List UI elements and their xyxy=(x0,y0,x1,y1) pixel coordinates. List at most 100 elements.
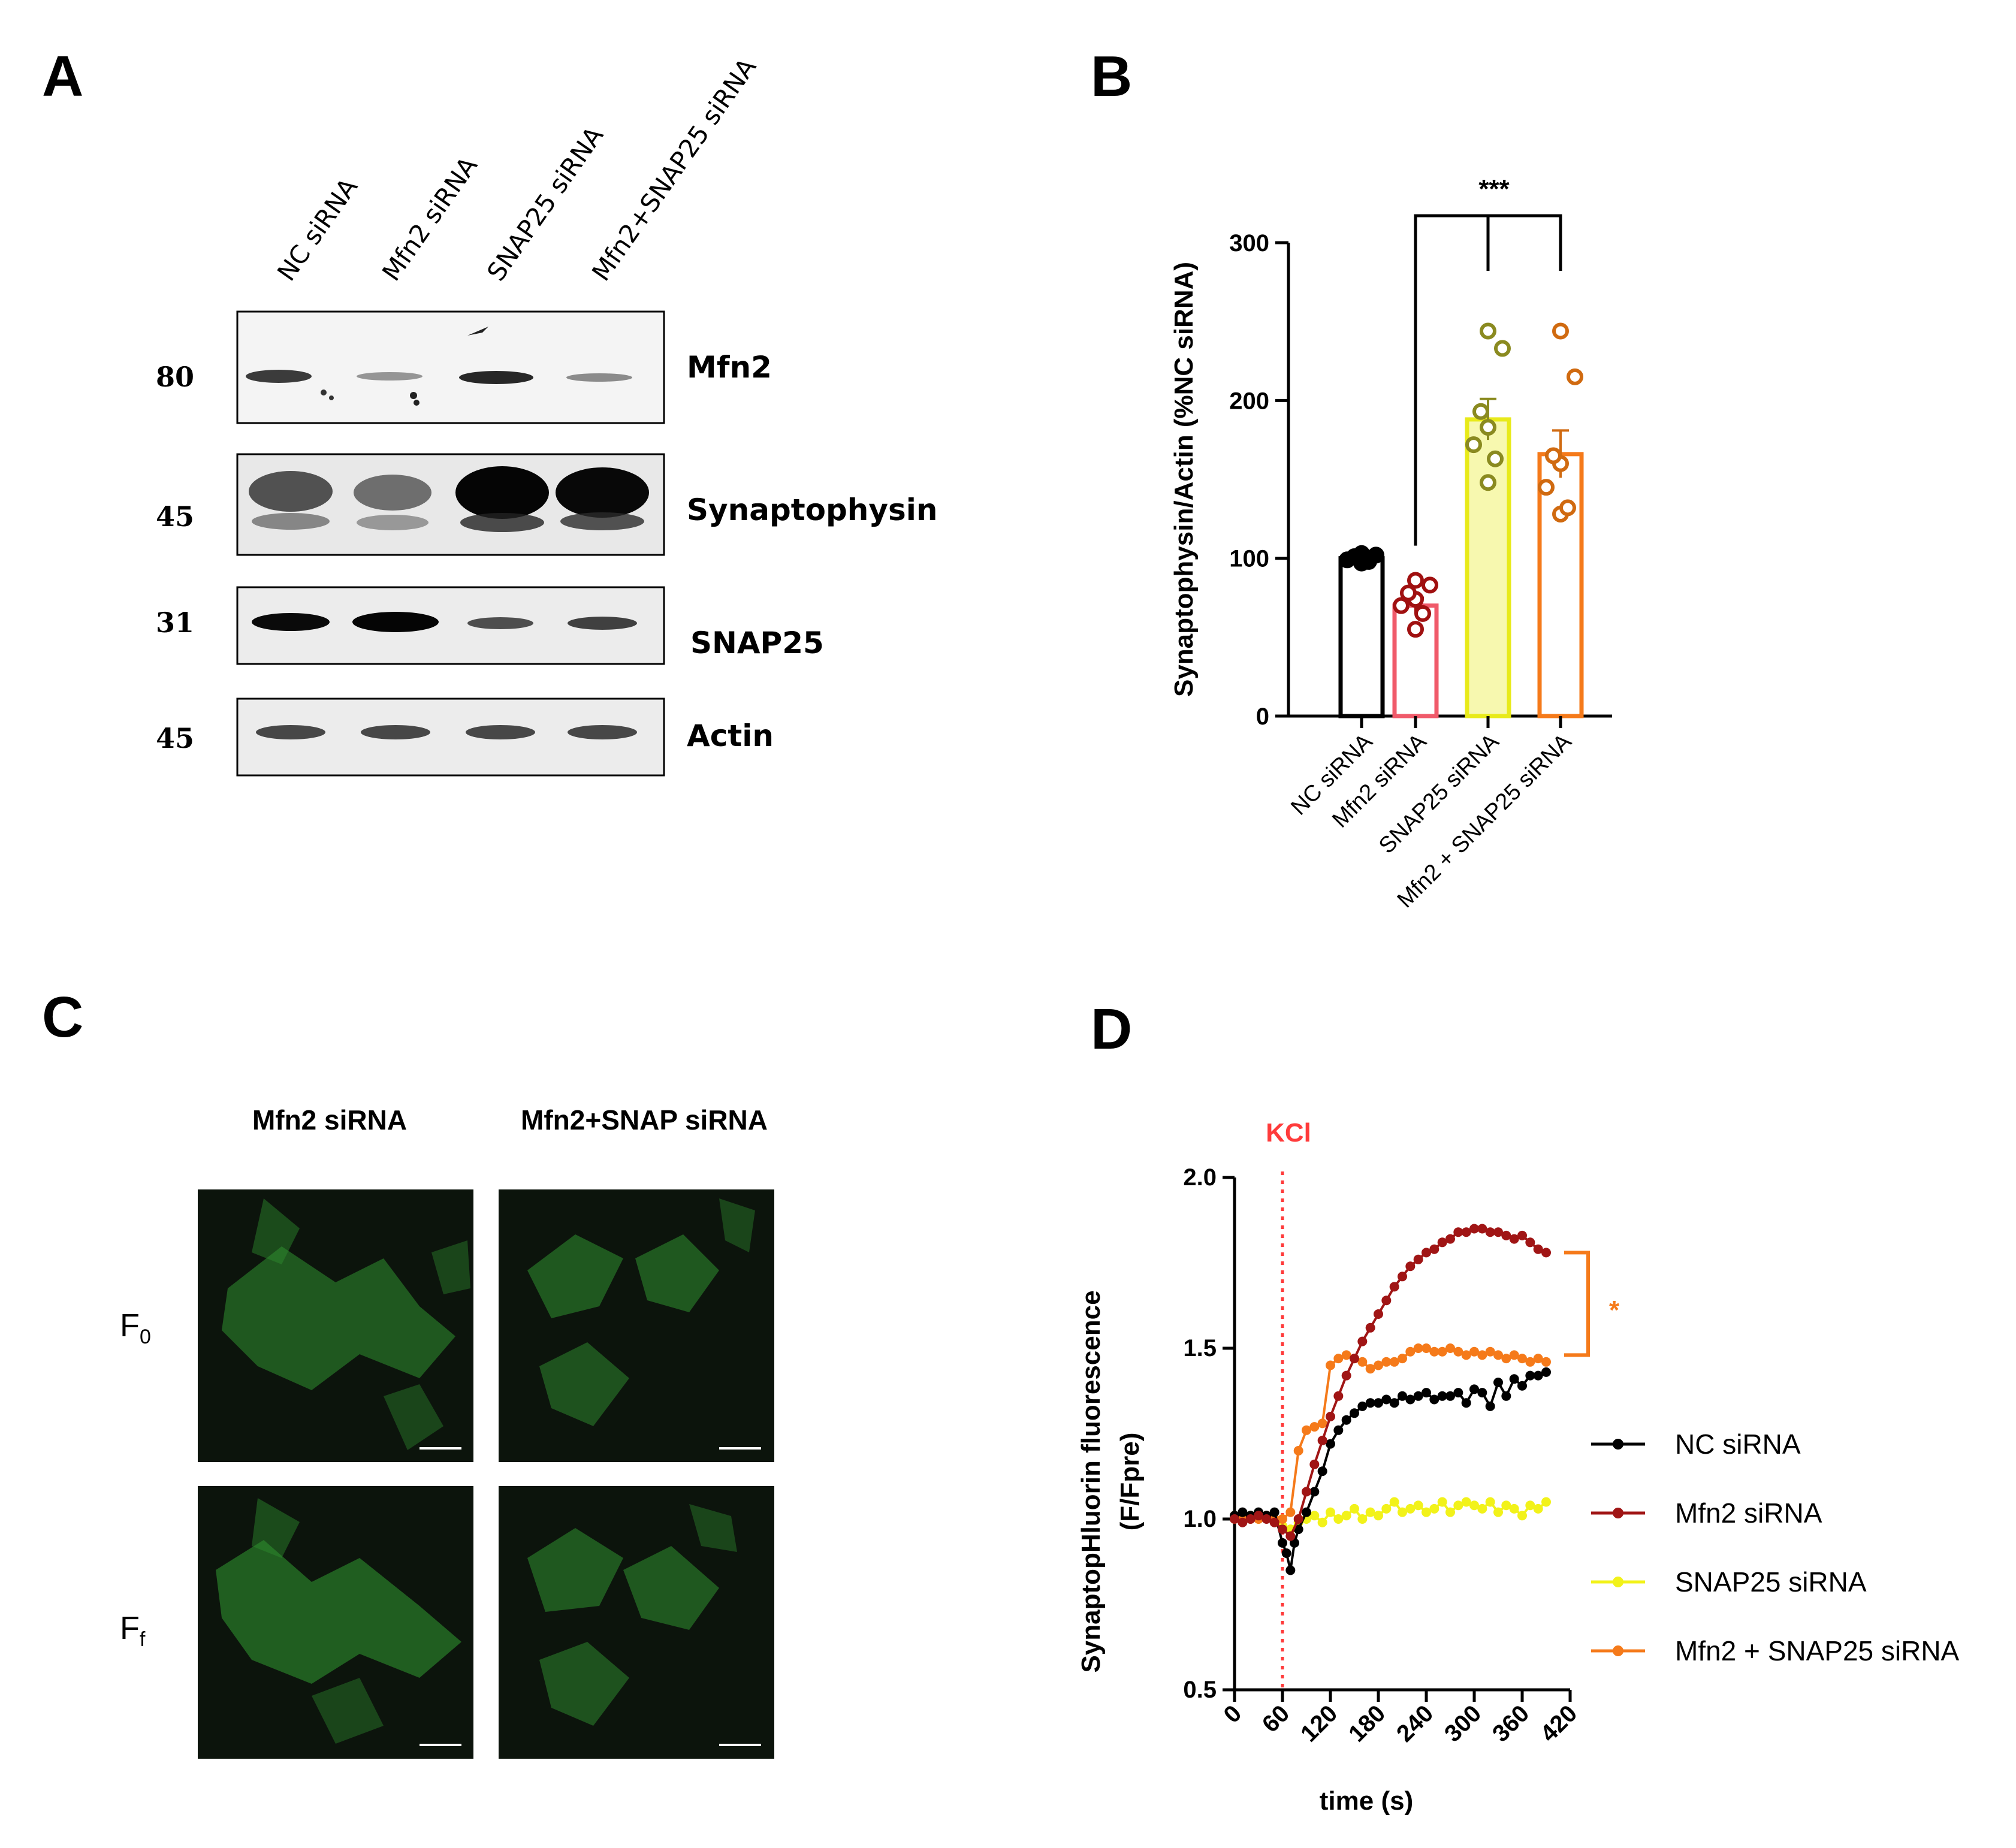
data-point xyxy=(1480,474,1496,491)
lane-label-snap25: SNAP25 siRNA xyxy=(481,121,609,286)
line-chart: KCl SynaptopHluorin fluorescence (F/Fpre… xyxy=(1076,1118,1960,1816)
series-point xyxy=(1285,1565,1296,1575)
series-point xyxy=(1285,1507,1296,1517)
series-point xyxy=(1398,1507,1407,1517)
series-point xyxy=(1422,1343,1431,1353)
series-point xyxy=(1350,1354,1359,1364)
legend-marker xyxy=(1613,1645,1623,1656)
data-point xyxy=(1368,546,1384,564)
series-point xyxy=(1469,1384,1479,1394)
series-point xyxy=(1365,1398,1375,1408)
series-point xyxy=(1326,1412,1335,1421)
series-point xyxy=(1437,1391,1447,1401)
series-point xyxy=(1477,1503,1487,1514)
series-point xyxy=(1405,1394,1416,1405)
series-point xyxy=(1326,1507,1335,1517)
data-point xyxy=(1414,605,1431,622)
series-point xyxy=(1309,1487,1320,1497)
series-point xyxy=(1357,1357,1368,1367)
legend-marker xyxy=(1613,1508,1623,1518)
series-point xyxy=(1422,1388,1431,1398)
series-point xyxy=(1326,1439,1335,1449)
series-point xyxy=(1422,1507,1431,1517)
series-point xyxy=(1230,1514,1239,1524)
series-point xyxy=(1485,1227,1495,1237)
series-point xyxy=(1493,1350,1503,1360)
data-point xyxy=(1407,572,1424,589)
series-point xyxy=(1429,1346,1439,1357)
series-point xyxy=(1437,1346,1447,1357)
series-point xyxy=(1238,1517,1248,1527)
series-point xyxy=(1261,1514,1272,1524)
series-point xyxy=(1374,1360,1383,1370)
blot-strip-synaptophysin xyxy=(236,453,665,556)
series-point xyxy=(1269,1517,1279,1527)
series-point xyxy=(1357,1401,1368,1411)
line-chart-x-tick-label: 60 xyxy=(1257,1700,1295,1738)
series-point xyxy=(1453,1388,1463,1398)
mw-label-actin: 45 xyxy=(156,722,194,754)
data-point xyxy=(1494,340,1511,357)
micro-row-label-f0: F0 xyxy=(120,1308,151,1348)
series-point xyxy=(1541,1367,1551,1377)
micrograph-mfn2-f0 xyxy=(198,1189,473,1462)
series-point xyxy=(1429,1394,1439,1405)
series-point xyxy=(1245,1514,1256,1524)
series-point xyxy=(1333,1425,1344,1435)
panel-label-b: B xyxy=(1091,44,1132,108)
series-point xyxy=(1341,1350,1351,1360)
series-point xyxy=(1501,1354,1511,1364)
series-point xyxy=(1302,1487,1311,1497)
data-point xyxy=(1472,403,1489,420)
band-snap25-snap25 xyxy=(467,617,533,629)
mw-label-snap25: 31 xyxy=(156,606,194,639)
series-point xyxy=(1461,1350,1471,1360)
series-point xyxy=(1278,1538,1287,1548)
blot-strip-snap25 xyxy=(236,586,665,665)
micro-row-label-ff: Ff xyxy=(120,1610,146,1651)
line-chart-y-label: SynaptopHluorin fluorescence xyxy=(1076,1290,1106,1672)
series-point xyxy=(1517,1511,1527,1521)
bar-chart-y-label: Synaptophysin/Actin (%NC siRNA) xyxy=(1169,262,1199,697)
series-point xyxy=(1453,1346,1463,1357)
scale-bar xyxy=(420,1744,461,1746)
band-actin-combo xyxy=(568,725,637,739)
line-chart-x-tick-label: 0 xyxy=(1219,1700,1247,1728)
series-point xyxy=(1381,1357,1392,1367)
series-point xyxy=(1541,1357,1551,1367)
series-point xyxy=(1437,1497,1447,1507)
line-chart-y-label-units: (F/Fpre) xyxy=(1115,1433,1145,1531)
mw-label-mfn2: 80 xyxy=(156,361,194,393)
series-point xyxy=(1381,1503,1392,1514)
line-chart-x-tick-label: 300 xyxy=(1439,1700,1486,1747)
series-point xyxy=(1453,1500,1463,1511)
series-point xyxy=(1533,1370,1543,1381)
band-snap25-combo xyxy=(568,617,637,630)
series-point xyxy=(1509,1234,1519,1244)
data-point xyxy=(1545,447,1562,464)
line-chart-y-tick-label: 1.0 xyxy=(1183,1506,1217,1532)
series-point xyxy=(1429,1503,1439,1514)
series-point xyxy=(1533,1244,1543,1254)
mw-label-synaptophysin: 45 xyxy=(156,500,194,533)
blot-label-synaptophysin: Synaptophysin xyxy=(687,493,937,527)
series-point xyxy=(1485,1497,1495,1507)
bar-chart-y-tick-label: 0 xyxy=(1256,703,1269,730)
scale-bar xyxy=(719,1744,761,1746)
series-point xyxy=(1238,1507,1248,1517)
data-point xyxy=(1400,584,1417,602)
bar-chart-y-tick-label: 200 xyxy=(1229,388,1269,414)
data-point xyxy=(1422,576,1438,594)
series-point xyxy=(1302,1425,1311,1435)
series-point xyxy=(1381,1296,1392,1306)
line-chart-x-tick-label: 180 xyxy=(1344,1700,1390,1747)
series-point xyxy=(1317,1466,1327,1476)
line-chart-sig-bracket xyxy=(1564,1251,1590,1357)
lane-label-nc: NC siRNA xyxy=(271,173,363,286)
series-point xyxy=(1365,1322,1375,1333)
series-point xyxy=(1477,1388,1487,1398)
series-point xyxy=(1309,1422,1320,1432)
line-chart-x-label: time (s) xyxy=(1320,1786,1413,1816)
line-chart-x-tick-label: 120 xyxy=(1296,1700,1342,1747)
